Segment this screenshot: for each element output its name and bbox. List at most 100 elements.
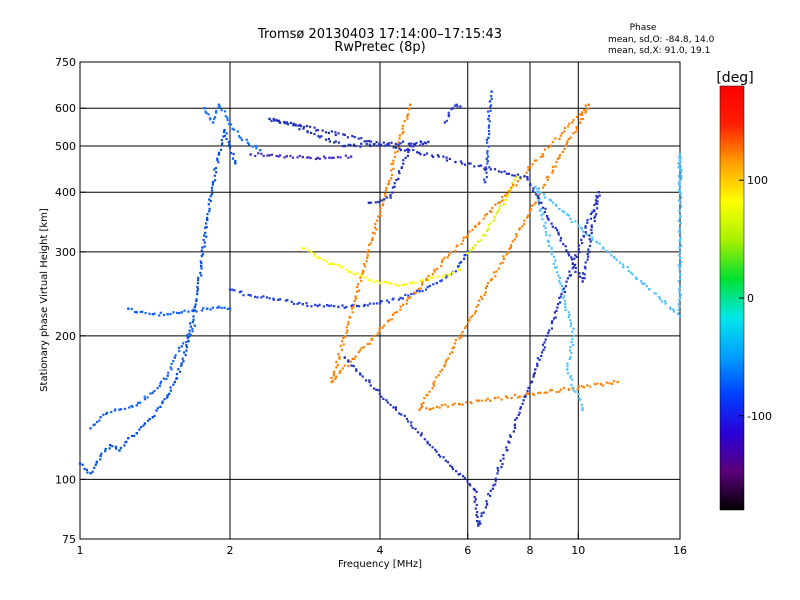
data-point bbox=[372, 143, 375, 146]
data-point bbox=[142, 424, 145, 427]
data-point bbox=[362, 346, 365, 349]
data-point bbox=[211, 183, 214, 186]
data-point bbox=[608, 251, 611, 254]
data-point bbox=[565, 249, 568, 252]
data-point bbox=[547, 218, 550, 221]
data-point bbox=[574, 263, 577, 266]
data-point bbox=[392, 146, 395, 149]
data-point bbox=[415, 289, 418, 292]
data-point bbox=[512, 185, 515, 188]
data-point bbox=[207, 113, 210, 116]
data-point bbox=[313, 254, 316, 257]
data-point bbox=[414, 281, 417, 284]
data-point bbox=[571, 338, 574, 341]
data-point bbox=[199, 260, 202, 263]
data-point bbox=[336, 156, 340, 159]
data-point bbox=[387, 183, 390, 186]
data-point bbox=[400, 166, 403, 169]
data-point bbox=[161, 401, 164, 405]
data-point bbox=[296, 156, 299, 159]
data-point bbox=[621, 263, 625, 266]
data-point bbox=[557, 231, 560, 234]
data-point bbox=[324, 157, 327, 160]
data-point bbox=[209, 308, 212, 311]
data-point bbox=[270, 119, 273, 122]
data-point bbox=[487, 110, 490, 113]
data-point bbox=[556, 229, 559, 232]
data-point bbox=[508, 247, 511, 250]
data-point bbox=[679, 293, 683, 296]
data-point bbox=[441, 258, 444, 261]
data-point bbox=[360, 279, 363, 282]
data-point bbox=[451, 466, 454, 469]
data-point bbox=[564, 303, 567, 306]
data-point bbox=[368, 302, 372, 305]
data-point bbox=[555, 266, 558, 269]
data-point bbox=[354, 355, 357, 358]
data-point bbox=[439, 455, 442, 458]
data-point bbox=[215, 111, 218, 114]
data-point bbox=[510, 397, 513, 400]
data-point bbox=[581, 280, 584, 283]
data-point bbox=[489, 105, 492, 109]
data-point bbox=[402, 140, 405, 143]
data-point bbox=[371, 237, 374, 240]
data-point bbox=[535, 159, 538, 162]
data-point bbox=[398, 412, 401, 415]
data-point bbox=[486, 229, 489, 232]
data-point bbox=[172, 383, 175, 386]
data-point bbox=[462, 475, 465, 478]
data-point bbox=[496, 467, 499, 470]
data-point bbox=[385, 281, 388, 284]
data-point bbox=[459, 105, 462, 108]
data-point bbox=[367, 140, 370, 143]
data-point bbox=[590, 224, 593, 227]
data-point bbox=[265, 296, 268, 299]
data-point bbox=[643, 282, 646, 285]
data-point bbox=[210, 189, 214, 192]
data-point bbox=[477, 524, 480, 527]
data-point bbox=[537, 190, 540, 194]
data-point bbox=[559, 239, 562, 242]
data-point bbox=[489, 109, 492, 112]
data-point bbox=[327, 131, 330, 134]
data-point bbox=[151, 391, 154, 394]
data-point bbox=[346, 136, 349, 139]
data-point bbox=[679, 157, 682, 160]
data-point bbox=[351, 357, 354, 360]
data-point bbox=[257, 152, 260, 155]
data-point bbox=[588, 250, 591, 253]
data-point bbox=[217, 305, 221, 309]
data-point bbox=[538, 198, 541, 201]
data-point bbox=[298, 128, 301, 131]
data-point bbox=[525, 171, 528, 174]
data-point bbox=[592, 209, 595, 212]
data-point bbox=[172, 311, 175, 314]
data-point bbox=[499, 262, 502, 265]
data-point bbox=[330, 130, 333, 133]
data-point bbox=[369, 384, 372, 387]
data-point bbox=[394, 146, 398, 149]
data-point bbox=[106, 411, 109, 414]
data-point bbox=[119, 446, 122, 450]
data-point bbox=[367, 278, 371, 282]
data-point bbox=[679, 160, 682, 163]
data-point bbox=[240, 138, 244, 142]
data-point bbox=[474, 507, 477, 510]
data-point bbox=[497, 267, 500, 270]
data-point bbox=[513, 393, 517, 397]
data-point bbox=[292, 302, 296, 306]
data-point bbox=[380, 395, 383, 398]
data-point bbox=[196, 282, 200, 285]
data-point bbox=[645, 285, 648, 288]
data-point bbox=[489, 104, 493, 107]
data-point bbox=[384, 195, 387, 198]
data-point bbox=[355, 369, 358, 372]
data-point bbox=[378, 302, 382, 305]
data-point bbox=[404, 283, 408, 286]
data-point bbox=[151, 416, 154, 419]
data-point bbox=[487, 130, 491, 133]
data-point bbox=[217, 153, 221, 156]
data-point bbox=[94, 463, 97, 466]
